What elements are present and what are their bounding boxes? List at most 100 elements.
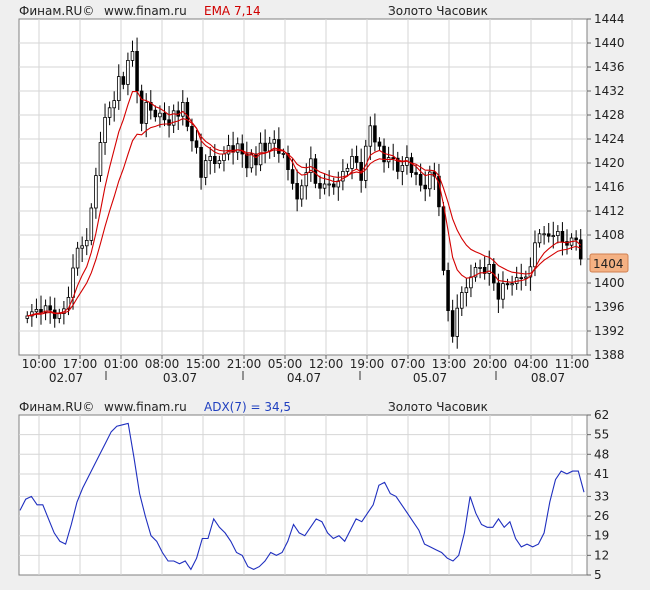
last-price-label: 1404 [593,257,624,271]
price-y-tick-label: 1412 [594,204,625,218]
candle [107,101,112,126]
price-y-tick-label: 1396 [594,300,625,314]
candle-body-up [112,100,116,109]
candle-body-down [331,183,336,188]
price-y-tick-label: 1424 [594,132,625,146]
candle [455,294,459,349]
candle-body-down [418,173,423,186]
candle-body-up [501,283,505,300]
adx-y-tick-label: 33 [594,489,609,503]
candle-body-up [89,207,94,241]
ema-fast-line [27,91,582,317]
candle [94,167,98,219]
candle-body-up [304,172,309,187]
candle-body-down [121,76,126,85]
adx-line [19,422,585,571]
candle [501,271,505,309]
candle-body-up [144,102,148,124]
candle-body-up [460,292,464,309]
candle-body-up [25,315,30,319]
candle-body-down [441,206,446,271]
candle-body-up [107,107,112,118]
adx-indicator-label: ADX(7) = 34,5 [204,400,291,414]
candle-body-down [423,184,427,190]
candle [162,102,167,127]
ema-slow-line [27,118,581,317]
adx-brand: Финам.RU© [19,400,94,414]
candle [89,203,94,246]
candle-body-up [299,185,304,200]
candle-body-up [116,76,121,101]
candle [505,278,510,290]
price-x-tick-label: 12:00 [309,357,344,371]
candle [126,52,130,96]
candle-body-up [226,145,231,155]
candle [327,170,331,197]
candle-body-up [181,102,185,117]
candle [171,104,176,133]
candle [519,263,524,291]
candle-body-up [469,276,473,289]
candle-body-up [126,60,130,85]
candle [318,175,322,199]
candle-body-down [313,158,318,184]
candle [551,221,556,249]
candle [524,270,528,286]
price-y-tick-label: 1428 [594,108,625,122]
candle [34,298,39,319]
candle [428,165,432,197]
adx-plot-area [18,414,588,576]
candle [158,105,162,128]
candle-body-up [80,245,84,249]
candle-body-up [84,239,89,247]
adx-y-tick-label: 48 [594,447,609,461]
candle-body-down [354,155,359,163]
candle [368,116,373,160]
candle [460,286,464,316]
candle [309,146,313,182]
price-y-tick-label: 1444 [594,12,625,26]
candle [450,299,455,343]
candle [542,226,546,245]
candle [350,148,354,180]
main-brand: Финам.RU© [19,4,94,18]
candle-body-down [414,172,418,175]
candle-body-up [217,160,222,165]
candle-body-down [199,146,203,178]
candle-body-up [542,233,546,236]
candle-body-down [213,155,217,164]
candle [84,228,89,256]
adx-y-tick-label: 41 [594,467,609,481]
main-site-link[interactable]: www.finam.ru [104,4,187,18]
candle [25,311,30,324]
candle-body-up [57,313,62,319]
candle-body-down [391,157,395,160]
candle [391,143,395,171]
candle-body-down [48,305,52,311]
candle-body-up [327,183,331,186]
price-y-tick-label: 1420 [594,156,625,170]
candle [199,133,203,190]
candle [112,91,116,122]
candle-body-up [510,283,514,286]
candle-body-down [446,269,450,311]
candle [116,64,121,110]
candle-body-down [240,143,245,155]
candle-body-down [377,141,382,147]
candle [556,225,560,244]
candle-body-up [235,143,240,153]
adx-y-tick-label: 5 [594,568,602,582]
candle-body-up [103,117,107,144]
candle-body-up [94,175,98,209]
price-x-axis: 10:00 17:00 01:00 08:00 15:00 21:00 05:00 12:00… [22,355,589,385]
candle [423,171,427,202]
candle-body-up [473,266,478,278]
candle-body-up [281,152,286,155]
adx-y-tick-label: 55 [594,428,609,442]
candle [103,103,107,155]
candle [377,137,382,151]
candle-body-up [537,233,542,244]
candle [203,154,208,186]
adx-site-link[interactable]: www.finam.ru [104,400,187,414]
candle [290,158,295,190]
